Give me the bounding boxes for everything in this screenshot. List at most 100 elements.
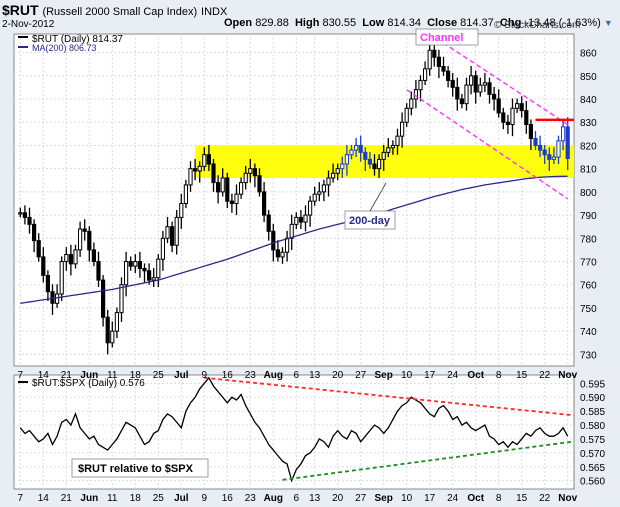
price-candle-body (27, 216, 32, 225)
price-candle-body (335, 168, 340, 174)
price-x-tick-label: Sep (375, 370, 393, 381)
ratio-y-tick-label: 0.595 (580, 379, 605, 390)
price-x-tick-label: 22 (539, 370, 551, 381)
relative-callout: $RUT relative to $SPX (78, 463, 194, 475)
channel-upper-line (429, 33, 569, 126)
ratio-x-tick-label: Aug (264, 493, 283, 504)
price-candle-body (547, 154, 552, 160)
price-candle-body (519, 103, 524, 112)
price-candle-body (206, 154, 212, 165)
close-label: Close (427, 17, 458, 29)
ratio-x-tick-label: Oct (467, 493, 484, 504)
price-x-tick-label: 10 (401, 370, 413, 381)
price-candle-body (68, 254, 74, 265)
price-candle-body (114, 312, 120, 332)
price-candle-body (331, 172, 336, 179)
low-value: 814.34 (387, 17, 421, 29)
price-candle-body (119, 284, 124, 314)
open-value: 829.88 (255, 17, 289, 29)
price-candle-body (50, 291, 55, 304)
price-candle-body (280, 251, 285, 258)
ratio-legend-label: $RUT:$SPX (Daily) 0.576 (32, 378, 145, 389)
price-x-tick-label: 15 (516, 370, 528, 381)
price-candle-body (496, 98, 501, 114)
price-x-tick-label: Aug (264, 370, 283, 381)
ratio-x-tick-label: Nov (558, 493, 577, 504)
price-candle-body (377, 158, 382, 170)
price-candle-body (505, 121, 510, 126)
price-y-tick-label: 750 (580, 304, 597, 315)
ohlc-summary: Open 829.88 High 830.55 Low 814.34 Close… (224, 17, 613, 29)
price-candle-body (349, 149, 354, 156)
ratio-x-tick-label: 9 (202, 493, 208, 504)
price-candle-body (188, 168, 193, 186)
price-candle-body (418, 79, 423, 91)
price-candle-body (193, 168, 198, 172)
price-candle-body (234, 193, 239, 204)
price-x-tick-label: Oct (467, 370, 484, 381)
price-y-tick-label: 810 (580, 165, 597, 176)
price-candle-body (73, 249, 78, 265)
ratio-x-tick-label: 24 (447, 493, 459, 504)
price-y-tick-label: 790 (580, 211, 597, 222)
price-candle-body (565, 126, 570, 160)
price-candle-body (432, 49, 437, 58)
ratio-x-tick-label: 23 (245, 493, 257, 504)
price-candle-body (538, 144, 543, 151)
price-y-tick-label: 800 (580, 188, 597, 199)
ratio-x-tick-label: 21 (61, 493, 73, 504)
price-x-tick-label: 20 (332, 370, 344, 381)
price-candle-body (441, 66, 446, 72)
price-candle-body (303, 214, 308, 223)
price-candle-body (101, 279, 106, 318)
channel-lower-line (406, 89, 569, 200)
price-candle-body (229, 200, 235, 204)
price-candle-body (105, 316, 110, 344)
price-candle-body (354, 144, 359, 151)
price-candle-body (174, 216, 179, 246)
price-candle-body (275, 249, 280, 258)
price-x-tick-label: Jul (174, 370, 189, 381)
ratio-y-tick-label: 0.560 (580, 477, 605, 488)
price-x-tick-label: 27 (355, 370, 367, 381)
price-candle-body (487, 82, 492, 95)
ratio-red-trendline (204, 376, 575, 417)
price-candle-body (289, 223, 294, 239)
price-candle-body (128, 261, 133, 267)
ratio-y-tick-label: 0.565 (580, 463, 605, 474)
ratio-line (19, 376, 569, 483)
price-candle-body (367, 158, 372, 165)
price-candle-body (266, 214, 271, 232)
price-x-tick-label: 25 (153, 370, 165, 381)
price-candle-body (561, 126, 566, 142)
price-candle-body (41, 256, 46, 276)
price-candle-body (372, 163, 377, 170)
chevron-down-icon[interactable]: ▼ (603, 18, 613, 28)
price-y-tick-label: 840 (580, 95, 597, 106)
price-candle-body (524, 110, 529, 126)
price-candle-body (55, 293, 60, 304)
high-value: 830.55 (322, 17, 357, 29)
price-candle-body (216, 182, 221, 193)
ratio-y-tick-label: 0.580 (580, 421, 605, 432)
price-candle-body (197, 165, 202, 172)
ratio-y-tick-label: 0.575 (580, 435, 605, 446)
price-y-tick-label: 860 (580, 49, 597, 60)
price-candle-body (501, 112, 506, 123)
ratio-x-tick-label: 13 (309, 493, 321, 504)
price-candle-body (133, 261, 138, 267)
ma-legend-swatch (18, 46, 28, 48)
price-candle-body (183, 184, 189, 204)
price-x-tick-label: 7 (18, 370, 24, 381)
ratio-x-tick-label: 10 (401, 493, 413, 504)
price-candle-body (326, 177, 331, 186)
price-x-tick-label: 17 (424, 370, 436, 381)
price-candle-body (510, 107, 515, 126)
price-candle-body (165, 226, 170, 239)
ma200-callout-pointer (369, 182, 387, 212)
price-candle-body (455, 86, 460, 100)
price-candle-body (252, 168, 258, 177)
high-label: High (294, 17, 320, 29)
price-x-tick-label: 11 (107, 370, 118, 381)
